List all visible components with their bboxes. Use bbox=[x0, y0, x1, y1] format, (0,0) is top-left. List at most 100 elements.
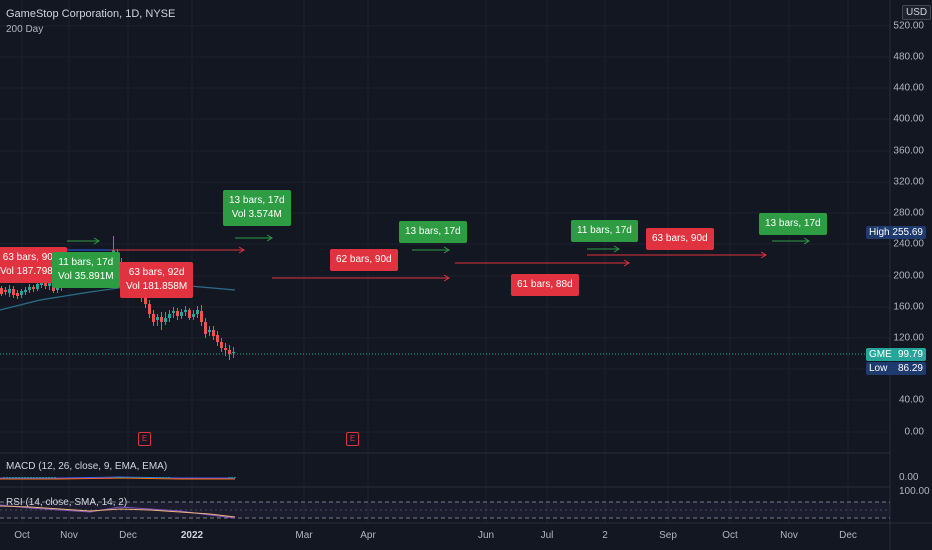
price-tick-label: 0.00 bbox=[904, 426, 924, 438]
macd-histogram-bar bbox=[96, 478, 98, 479]
macd-histogram-bar bbox=[114, 477, 116, 478]
macd-histogram-bar bbox=[231, 477, 233, 478]
time-tick-label: Mar bbox=[295, 530, 313, 541]
low-price-tag: Low 86.29 bbox=[866, 362, 926, 375]
arrow-green-3 bbox=[412, 246, 450, 254]
macd-histogram-bar bbox=[150, 477, 152, 478]
ma-legend-label[interactable]: 200 Day bbox=[6, 24, 44, 35]
candle-body bbox=[20, 291, 23, 295]
macd-histogram-bar bbox=[39, 477, 41, 478]
range-label-1-bars: 63 bars, 90d bbox=[2, 252, 59, 263]
range-label-10[interactable]: 13 bars, 17d bbox=[759, 213, 827, 235]
range-label-2[interactable]: 11 bars, 17d Vol 35.891M bbox=[52, 252, 120, 288]
candle-body bbox=[204, 322, 207, 334]
range-label-9[interactable]: 63 bars, 90d bbox=[646, 228, 714, 250]
price-tick-label: 360.00 bbox=[893, 145, 924, 157]
macd-histogram-bar bbox=[210, 478, 212, 479]
currency-badge[interactable]: USD bbox=[902, 5, 932, 20]
candle-body bbox=[44, 283, 47, 286]
candle-body bbox=[168, 314, 171, 318]
macd-histogram-bar bbox=[60, 478, 62, 479]
macd-histogram-bar bbox=[171, 478, 173, 479]
candle-body bbox=[24, 290, 27, 292]
rsi-legend-label[interactable]: RSI (14, close, SMA, 14, 2) bbox=[6, 497, 128, 508]
arrow-red-4 bbox=[587, 251, 767, 259]
candle-body bbox=[208, 330, 211, 332]
projection-arrows bbox=[67, 234, 810, 282]
earnings-marker-1[interactable]: E bbox=[138, 432, 151, 446]
price-tick-label: 480.00 bbox=[893, 51, 924, 63]
time-axis[interactable]: Oct Nov Dec 2022 Mar Apr Jun Jul 2 Sep Oct Nov Dec bbox=[0, 523, 890, 550]
candle-body bbox=[4, 290, 7, 292]
time-tick-label: Oct bbox=[722, 530, 738, 541]
macd-histogram-bar bbox=[129, 477, 131, 478]
arrow-green-4 bbox=[587, 245, 620, 253]
range-label-1-volume: Vol 187.798M bbox=[0, 266, 62, 277]
high-label: High bbox=[869, 227, 890, 238]
candle-body bbox=[180, 312, 183, 316]
arrow-red-3 bbox=[455, 259, 630, 267]
macd-histogram-bar bbox=[0, 478, 2, 479]
range-label-8[interactable]: 11 bars, 17d bbox=[571, 220, 638, 242]
macd-histogram-bar bbox=[90, 478, 92, 479]
price-tick-label: 160.00 bbox=[893, 301, 924, 313]
candle-body bbox=[156, 317, 159, 320]
last-price-tag: GME 99.79 bbox=[866, 348, 926, 361]
macd-histogram-bar bbox=[234, 477, 236, 478]
candle-body bbox=[48, 282, 51, 286]
candle-body bbox=[216, 335, 219, 342]
macd-histogram-bar bbox=[198, 478, 200, 479]
candle-body bbox=[56, 287, 59, 290]
range-label-3-bars: 63 bars, 92d bbox=[128, 267, 185, 278]
grid-lines bbox=[0, 0, 890, 523]
macd-histogram-bar bbox=[84, 478, 86, 479]
macd-histogram-bar bbox=[108, 478, 110, 479]
candle-body bbox=[32, 287, 35, 289]
macd-histogram-bar bbox=[51, 477, 53, 478]
last-value: 99.79 bbox=[897, 349, 923, 360]
price-tick-label: 320.00 bbox=[893, 176, 924, 188]
macd-histogram-bar bbox=[162, 477, 164, 478]
candle-body bbox=[176, 311, 179, 316]
candle-body bbox=[16, 293, 19, 296]
candle-body bbox=[148, 304, 151, 314]
macd-histogram-bar bbox=[36, 477, 38, 478]
range-label-6[interactable]: 13 bars, 17d bbox=[399, 221, 467, 243]
macd-histogram-bar bbox=[9, 477, 11, 478]
macd-histogram-bar bbox=[159, 477, 161, 478]
macd-legend-label[interactable]: MACD (12, 26, close, 9, EMA, EMA) bbox=[6, 461, 168, 472]
macd-histogram-bar bbox=[228, 477, 230, 478]
price-tick-label: 40.00 bbox=[898, 394, 924, 406]
macd-histogram-bar bbox=[132, 477, 134, 478]
macd-histogram-bar bbox=[105, 478, 107, 479]
macd-histogram-bar bbox=[219, 478, 221, 479]
candle-body bbox=[188, 310, 191, 318]
macd-histogram-bar bbox=[168, 477, 170, 478]
macd-histogram-bar bbox=[204, 478, 206, 479]
range-label-5[interactable]: 62 bars, 90d bbox=[330, 249, 398, 271]
price-axis[interactable]: 520.00 480.00 440.00 400.00 360.00 320.00 280.… bbox=[890, 0, 932, 550]
rsi-indicator bbox=[0, 501, 890, 519]
macd-histogram-bar bbox=[192, 478, 194, 479]
macd-histogram-bar bbox=[174, 478, 176, 479]
arrow-red-2 bbox=[272, 274, 450, 282]
macd-histogram-bar bbox=[147, 477, 149, 478]
range-label-3[interactable]: 63 bars, 92d Vol 181.858M bbox=[120, 262, 194, 298]
ma-200-line bbox=[0, 284, 236, 311]
symbol-legend-title[interactable]: GameStop Corporation, 1D, NYSE bbox=[6, 8, 176, 20]
macd-histogram-bar bbox=[144, 477, 146, 478]
candle-body bbox=[196, 310, 199, 314]
range-label-7[interactable]: 61 bars, 88d bbox=[511, 274, 579, 296]
time-tick-label: Jul bbox=[540, 530, 554, 541]
macd-histogram-bar bbox=[138, 477, 140, 478]
rsi-axis-value: 100.00 bbox=[899, 486, 930, 497]
candle-body bbox=[192, 314, 195, 317]
macd-histogram-bar bbox=[183, 478, 185, 479]
macd-histogram-bar bbox=[99, 478, 101, 479]
range-label-4[interactable]: 13 bars, 17d Vol 3.574M bbox=[223, 190, 291, 226]
time-tick-label: 2 bbox=[602, 530, 608, 541]
macd-histogram-bar bbox=[33, 477, 35, 478]
earnings-marker-2[interactable]: E bbox=[346, 432, 359, 446]
macd-histogram-bar bbox=[156, 477, 158, 478]
